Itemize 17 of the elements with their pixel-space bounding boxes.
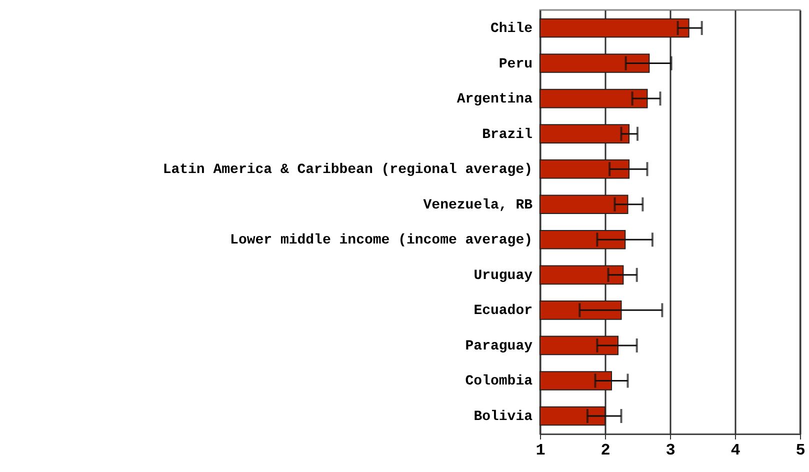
x-tick-label: 1 (536, 442, 546, 460)
x-tick-label: 4 (730, 442, 741, 460)
y-tick-label: Latin America & Caribbean (regional average) (162, 162, 532, 178)
y-tick-label: Venezuela, RB (423, 197, 534, 214)
y-tick-label: Brazil (482, 126, 532, 143)
y-tick-label: Argentina (456, 92, 534, 108)
y-tick-label: Uruguay (474, 268, 534, 284)
x-tick-label: 2 (600, 442, 610, 460)
x-tick-label: 5 (796, 442, 806, 460)
y-tick-label: Chile (490, 20, 532, 37)
y-tick-label: Lower middle income (income average) (230, 232, 532, 249)
y-tick-label: Colombia (465, 374, 534, 390)
y-tick-label: Ecuador (474, 303, 532, 320)
y-tick-label: Paraguay (465, 338, 534, 354)
y-tick-label: Bolivia (474, 409, 534, 426)
x-tick-label: 3 (666, 442, 676, 460)
y-tick-label: Peru (498, 56, 532, 72)
